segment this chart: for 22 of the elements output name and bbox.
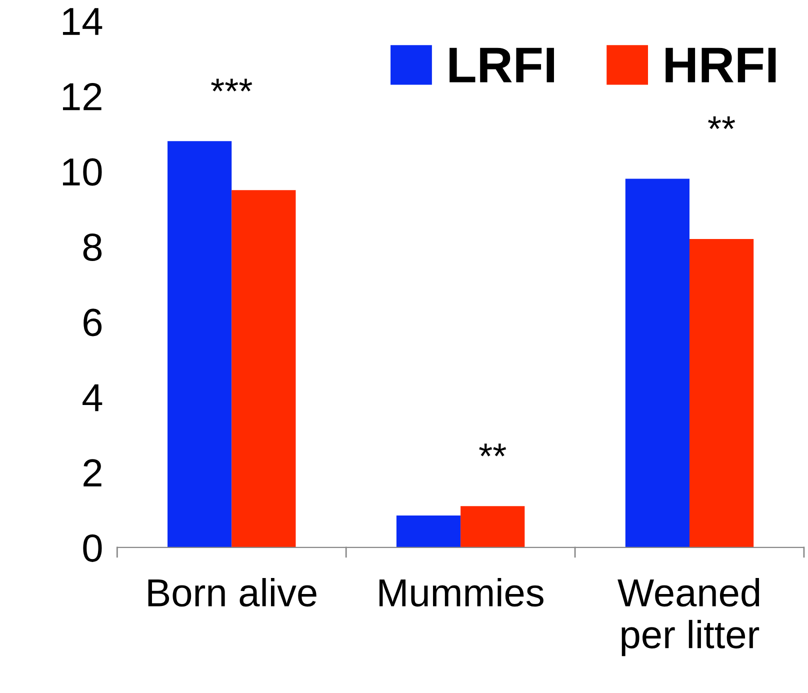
x-tick-label: Born alive <box>148 578 316 607</box>
y-tick-label: 10 <box>62 158 102 186</box>
y-tick-label: 6 <box>84 308 102 336</box>
bar <box>689 238 754 548</box>
legend-label: LRFI <box>450 48 554 82</box>
bar <box>625 178 690 548</box>
bar <box>232 190 296 548</box>
y-tick-label: 4 <box>82 384 102 412</box>
bar <box>396 515 461 548</box>
bar <box>460 506 525 548</box>
y-tick-label: 8 <box>83 233 102 261</box>
annotation: *** <box>211 78 252 92</box>
y-tick-label: 2 <box>84 459 102 486</box>
y-tick-label: 12 <box>62 82 102 110</box>
y-tick-label: 14 <box>62 8 102 35</box>
x-tick-label: Weaned per litter <box>618 578 760 656</box>
annotation: ** <box>479 444 506 456</box>
y-tick-label: 0 <box>83 534 102 562</box>
x-tick-label: Mummies <box>379 578 544 607</box>
legend-label: HRFI <box>666 48 776 82</box>
annotation: ** <box>708 116 736 130</box>
bar <box>168 141 232 548</box>
